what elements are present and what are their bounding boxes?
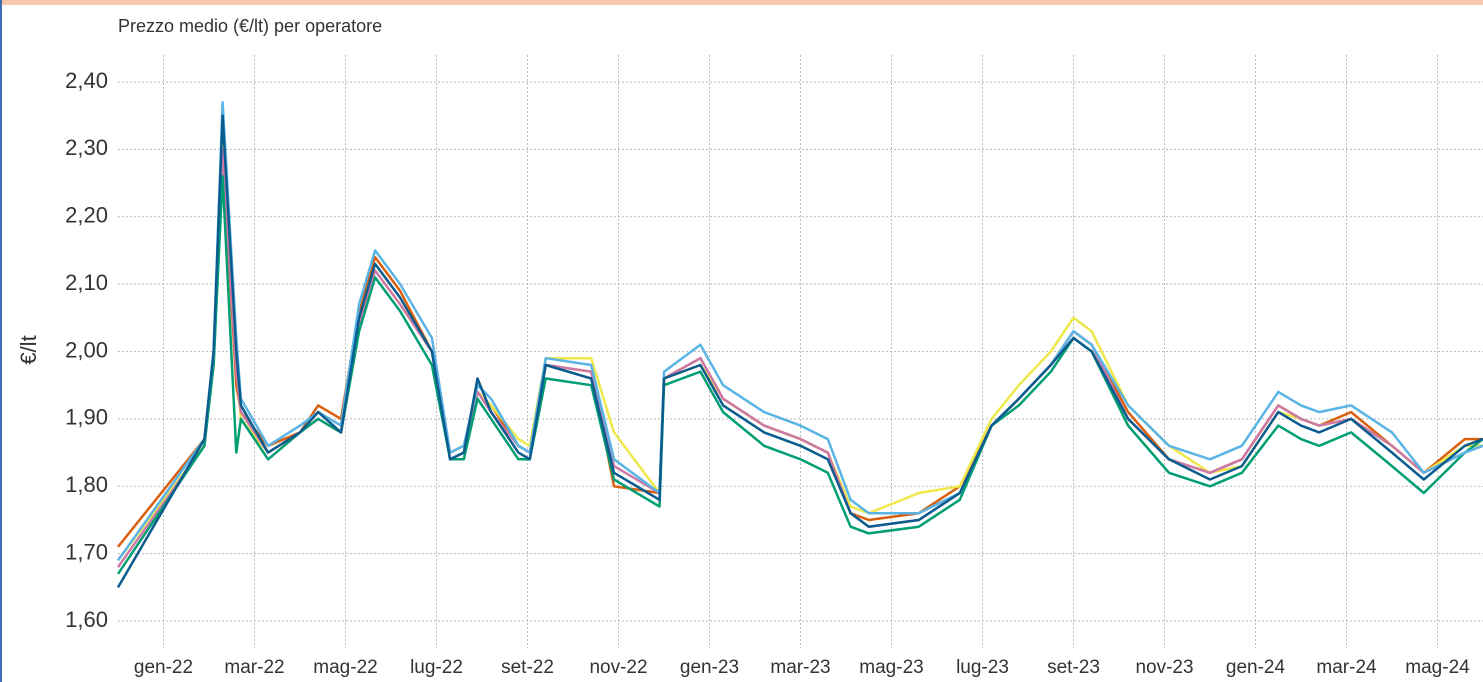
left-border xyxy=(0,0,2,682)
series-line xyxy=(116,100,1483,562)
y-tick-label: 2,20 xyxy=(65,203,108,228)
series-line xyxy=(116,114,1483,589)
x-tick-label: lug-23 xyxy=(956,657,1009,678)
x-tick-label: lug-22 xyxy=(410,657,463,678)
y-tick-label: 2,40 xyxy=(65,68,108,93)
x-tick-label: gen-22 xyxy=(134,657,193,678)
x-tick-label: gen-23 xyxy=(680,657,739,678)
x-tick-label: mar-22 xyxy=(224,657,284,678)
x-tick-label: mar-24 xyxy=(1316,657,1377,678)
x-tick-label: mar-23 xyxy=(770,657,830,678)
y-tick-label: 2,00 xyxy=(65,337,108,362)
y-axis-label: €/lt xyxy=(16,335,41,364)
y-tick-label: 1,90 xyxy=(65,405,108,430)
x-tick-label: gen-24 xyxy=(1226,657,1286,678)
x-tick-label: nov-22 xyxy=(589,657,647,678)
x-tick-label: mag-22 xyxy=(313,657,377,678)
chart-title: Prezzo medio (€/lt) per operatore xyxy=(118,16,382,36)
y-tick-label: 1,80 xyxy=(65,472,108,497)
top-border xyxy=(0,0,1483,5)
y-tick-label: 1,60 xyxy=(65,607,108,632)
x-tick-label: nov-23 xyxy=(1135,657,1193,678)
y-tick-label: 2,30 xyxy=(65,135,108,160)
series-line xyxy=(116,175,1483,575)
y-tick-label: 2,10 xyxy=(65,270,108,295)
x-tick-label: mag-23 xyxy=(859,657,923,678)
x-tick-label: set-23 xyxy=(1047,657,1100,678)
x-tick-label: set-22 xyxy=(501,657,554,678)
x-tick-label: mag-24 xyxy=(1405,657,1470,678)
y-tick-label: 1,70 xyxy=(65,539,108,564)
